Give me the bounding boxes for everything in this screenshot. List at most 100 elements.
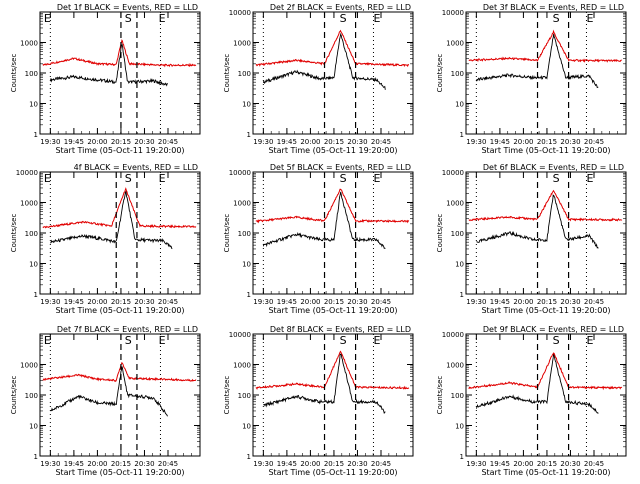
x-tick-label: 19:45 xyxy=(64,460,84,468)
x-tick-label: 20:00 xyxy=(300,138,320,146)
y-tick-label: 100 xyxy=(25,392,38,400)
lld-series-line xyxy=(255,29,410,68)
y-tick-label: 10 xyxy=(455,261,464,269)
panel-title: Det 2f BLACK = Events, RED = LLD xyxy=(270,3,411,12)
x-axis-label: Start Time (05-Oct-11 19:20:00) xyxy=(55,468,184,477)
detector-panel-4: 4f BLACK = Events, RED = LLD 1 10 100 1000 10… xyxy=(10,163,201,315)
y-tick-label: 1000 xyxy=(233,362,251,370)
lld-series-line xyxy=(42,187,197,229)
interval-marker-label: E xyxy=(587,172,594,185)
x-axis-label: Start Time (05-Oct-11 19:20:00) xyxy=(55,146,184,155)
x-tick-label: 19:45 xyxy=(277,460,297,468)
interval-marker-label: E xyxy=(587,12,594,25)
plot-frame xyxy=(252,333,414,457)
interval-marker-label: S xyxy=(125,172,132,185)
x-tick-label: 19:30 xyxy=(40,138,60,146)
x-tick-label: 19:30 xyxy=(466,460,486,468)
interval-marker-label: E xyxy=(44,12,51,25)
x-axis-label: Start Time (05-Oct-11 19:20:00) xyxy=(268,306,397,315)
interval-marker-label: E xyxy=(374,12,381,25)
y-axis-label: Counts/sec xyxy=(223,376,231,415)
detector-panel-9: Det 9f BLACK = Events, RED = LLD 1 10 100 10… xyxy=(436,325,627,477)
y-axis-label: Counts/sec xyxy=(10,214,18,253)
x-tick-label: 20:00 xyxy=(513,298,533,306)
x-tick-label: 20:45 xyxy=(371,298,391,306)
y-tick-label: 100 xyxy=(451,70,464,78)
panel-title: 4f BLACK = Events, RED = LLD xyxy=(74,163,198,172)
x-tick-label: 20:30 xyxy=(560,298,580,306)
detector-panel-8: Det 8f BLACK = Events, RED = LLD 1 10 100 10… xyxy=(223,325,414,477)
y-tick-label: 10000 xyxy=(229,169,251,177)
x-tick-label: 19:45 xyxy=(490,298,510,306)
y-tick-label: 1 xyxy=(34,291,38,299)
x-tick-label: 20:30 xyxy=(560,460,580,468)
detector-panel-1: Det 1f BLACK = Events, RED = LLD 1 10 100 10… xyxy=(10,3,201,155)
y-axis-label: Counts/sec xyxy=(223,214,231,253)
panel-title: Det 6f BLACK = Events, RED = LLD xyxy=(483,163,624,172)
plot-frame xyxy=(252,171,414,295)
interval-marker-label: E xyxy=(44,334,51,347)
x-tick-label: 19:45 xyxy=(277,298,297,306)
x-tick-label: 20:00 xyxy=(87,138,107,146)
y-tick-label: 10 xyxy=(242,423,251,431)
y-axis-label: Counts/sec xyxy=(223,54,231,93)
x-tick-label: 19:45 xyxy=(64,298,84,306)
y-tick-label: 1000 xyxy=(446,200,464,208)
interval-marker-label: S xyxy=(340,172,347,185)
events-series-line xyxy=(49,43,168,87)
y-tick-label: 1000 xyxy=(233,200,251,208)
interval-marker-label: E xyxy=(374,172,381,185)
interval-marker-label: S xyxy=(125,12,132,25)
x-tick-label: 20:30 xyxy=(134,298,154,306)
lld-series-line xyxy=(42,361,197,383)
lld-series-line xyxy=(468,189,623,222)
y-tick-label: 100 xyxy=(25,70,38,78)
y-tick-label: 10000 xyxy=(229,9,251,17)
y-tick-label: 1 xyxy=(247,453,251,461)
y-tick-label: 1 xyxy=(460,453,464,461)
y-axis-label: Counts/sec xyxy=(436,214,444,253)
panel-title: Det 3f BLACK = Events, RED = LLD xyxy=(483,3,624,12)
x-tick-label: 20:15 xyxy=(324,298,344,306)
plot-frame xyxy=(465,11,627,135)
panel-title: Det 7f BLACK = Events, RED = LLD xyxy=(57,325,198,334)
panel-title: Det 1f BLACK = Events, RED = LLD xyxy=(57,3,198,12)
x-tick-label: 20:00 xyxy=(87,460,107,468)
x-tick-label: 20:30 xyxy=(134,138,154,146)
y-axis-label: Counts/sec xyxy=(436,376,444,415)
events-series-line xyxy=(262,191,386,249)
plot-frame xyxy=(465,333,627,457)
y-tick-label: 1000 xyxy=(20,40,38,48)
y-tick-label: 1000 xyxy=(233,40,251,48)
x-tick-label: 20:00 xyxy=(87,298,107,306)
lld-series-line xyxy=(468,29,623,63)
y-tick-label: 10000 xyxy=(442,9,464,17)
x-axis-label: Start Time (05-Oct-11 19:20:00) xyxy=(268,468,397,477)
lld-series-line xyxy=(255,188,410,224)
interval-marker-label: E xyxy=(44,172,51,185)
x-tick-label: 20:30 xyxy=(560,138,580,146)
x-tick-label: 20:00 xyxy=(513,460,533,468)
plot-frame xyxy=(39,171,201,295)
y-tick-label: 1 xyxy=(34,453,38,461)
x-tick-label: 20:45 xyxy=(584,460,604,468)
x-tick-label: 20:45 xyxy=(584,138,604,146)
y-tick-label: 1 xyxy=(460,131,464,139)
x-tick-label: 19:30 xyxy=(253,298,273,306)
x-tick-label: 20:15 xyxy=(537,138,557,146)
plot-frame xyxy=(39,11,201,135)
y-tick-label: 10 xyxy=(29,261,38,269)
detector-panel-5: Det 5f BLACK = Events, RED = LLD 1 10 100 10… xyxy=(223,163,414,315)
y-tick-label: 1 xyxy=(460,291,464,299)
x-tick-label: 19:30 xyxy=(466,138,486,146)
events-series-line xyxy=(50,366,169,417)
events-series-line xyxy=(263,353,386,414)
x-tick-label: 19:30 xyxy=(40,460,60,468)
y-tick-label: 10000 xyxy=(16,169,38,177)
y-tick-label: 10 xyxy=(242,261,251,269)
interval-marker-label: E xyxy=(159,172,166,185)
y-tick-label: 100 xyxy=(451,230,464,238)
detector-panel-6: Det 6f BLACK = Events, RED = LLD 1 10 100 10… xyxy=(436,163,627,315)
x-axis-label: Start Time (05-Oct-11 19:20:00) xyxy=(55,306,184,315)
